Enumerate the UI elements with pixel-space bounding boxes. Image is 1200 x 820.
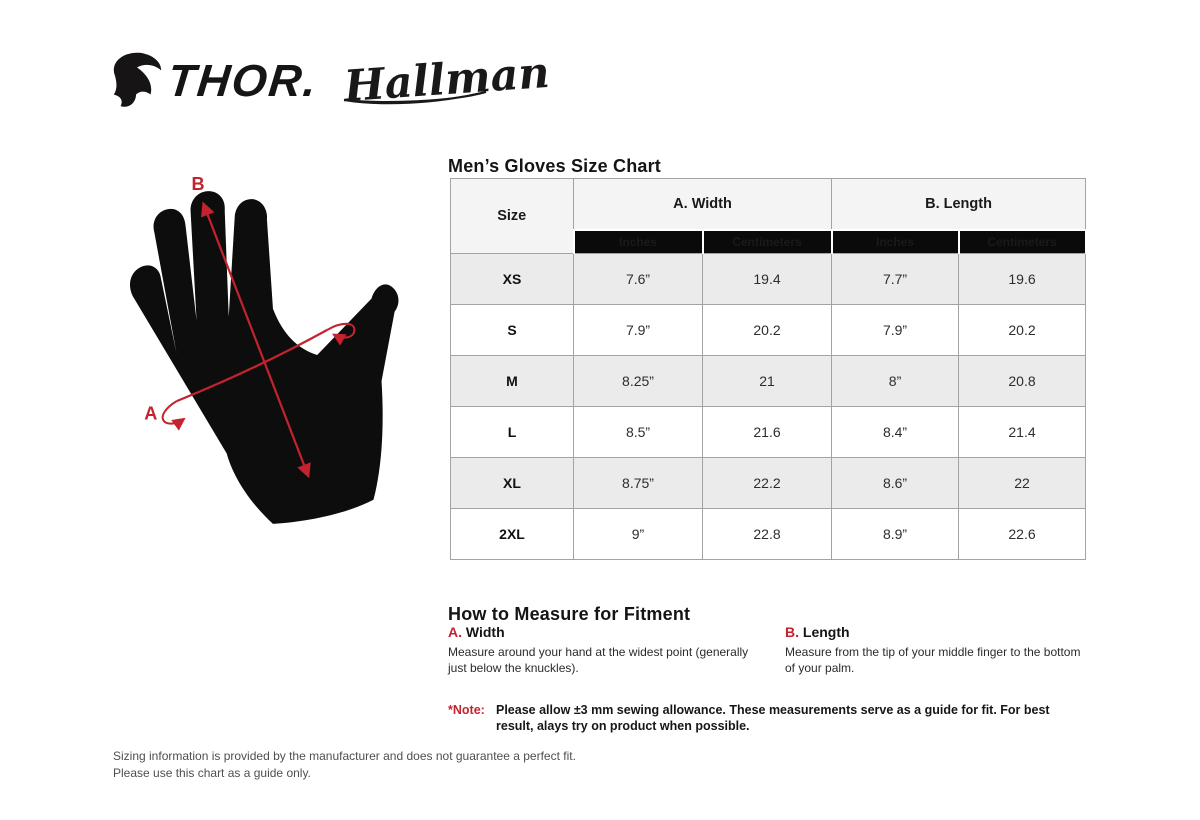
measure-instructions-length: B. Length Measure from the tip of your m… bbox=[785, 624, 1085, 676]
measure-width-description: Measure around your hand at the widest p… bbox=[448, 645, 749, 675]
table-row-s: S 7.9” 20.2 7.9” 20.2 bbox=[450, 304, 1087, 356]
hand-silhouette bbox=[130, 191, 399, 524]
note-label: *Note: bbox=[448, 703, 485, 717]
length-centimeters-value: 19.6 bbox=[958, 253, 1087, 305]
col-header-length-group: B. Length bbox=[831, 178, 1087, 231]
length-inches-value: 7.7” bbox=[831, 253, 960, 305]
measure-line-b bbox=[201, 201, 311, 479]
measure-length-title: Length bbox=[799, 624, 850, 640]
length-centimeters-value: 22.6 bbox=[958, 508, 1087, 560]
length-centimeters-value: 21.4 bbox=[958, 406, 1087, 458]
size-chart-title: Men’s Gloves Size Chart bbox=[448, 155, 661, 176]
col-header-length-inches: Inches bbox=[830, 229, 960, 254]
glove-measurement-diagram: B A bbox=[130, 174, 399, 524]
length-centimeters-value: 22 bbox=[958, 457, 1087, 509]
measure-length-prefix: B. bbox=[785, 624, 799, 640]
footer-disclaimer-line1: Sizing information is provided by the ma… bbox=[113, 749, 576, 763]
measure-instructions-width: A. Width Measure around your hand at the… bbox=[448, 624, 760, 676]
table-row-l: L 8.5” 21.6 8.4” 21.4 bbox=[450, 406, 1087, 458]
size-label: 2XL bbox=[450, 508, 574, 560]
measure-line-a bbox=[176, 328, 328, 403]
length-centimeters-value: 20.2 bbox=[958, 304, 1087, 356]
width-inches-value: 8.5” bbox=[573, 406, 703, 458]
measure-width-heading: A. Width bbox=[448, 624, 760, 640]
length-inches-value: 8.9” bbox=[831, 508, 960, 560]
width-inches-value: 8.75” bbox=[573, 457, 703, 509]
footer-disclaimer-line2: Please use this chart as a guide only. bbox=[113, 766, 311, 780]
size-chart-table: Size A. Width B. Length Inches Centimete… bbox=[450, 178, 1087, 560]
col-header-width-group: A. Width bbox=[572, 178, 833, 231]
label-b: B bbox=[192, 174, 205, 194]
width-inches-value: 7.6” bbox=[573, 253, 703, 305]
label-a: A bbox=[144, 403, 157, 423]
hallman-logo: Hallman bbox=[342, 47, 551, 111]
width-centimeters-value: 22.2 bbox=[701, 457, 833, 509]
width-centimeters-value: 22.8 bbox=[701, 508, 833, 560]
measure-width-prefix: A. bbox=[448, 624, 462, 640]
brand-logos: THOR. Hallman bbox=[108, 46, 551, 114]
thor-wordmark: THOR. bbox=[165, 54, 321, 106]
measure-line-a-hook-left bbox=[161, 400, 186, 431]
col-header-width-centimeters: Centimeters bbox=[701, 229, 833, 254]
col-header-length-centimeters: Centimeters bbox=[957, 229, 1087, 254]
how-to-measure-title: How to Measure for Fitment bbox=[448, 603, 691, 624]
length-inches-value: 8.6” bbox=[831, 457, 960, 509]
table-row-2xl: 2XL 9” 22.8 8.9” 22.6 bbox=[450, 508, 1087, 560]
length-inches-value: 8.4” bbox=[831, 406, 960, 458]
length-inches-value: 7.9” bbox=[831, 304, 960, 356]
size-label: XS bbox=[450, 253, 574, 305]
width-centimeters-value: 21.6 bbox=[701, 406, 833, 458]
measure-length-heading: B. Length bbox=[785, 624, 1085, 640]
sizing-note: *Note: Please allow ±3 mm sewing allowan… bbox=[448, 702, 1088, 734]
size-label: M bbox=[450, 355, 574, 407]
measure-length-description: Measure from the tip of your middle fing… bbox=[785, 645, 1081, 675]
size-label: XL bbox=[450, 457, 574, 509]
table-row-xl: XL 8.75” 22.2 8.6” 22 bbox=[450, 457, 1087, 509]
length-inches-value: 8” bbox=[831, 355, 960, 407]
table-row-m: M 8.25” 21 8” 20.8 bbox=[450, 355, 1087, 407]
width-inches-value: 7.9” bbox=[573, 304, 703, 356]
width-inches-value: 8.25” bbox=[573, 355, 703, 407]
thor-goat-icon bbox=[113, 52, 162, 107]
hallman-underline-swash bbox=[343, 90, 487, 104]
width-centimeters-value: 20.2 bbox=[701, 304, 833, 356]
size-label: L bbox=[450, 406, 574, 458]
width-centimeters-value: 19.4 bbox=[701, 253, 833, 305]
measure-width-title: Width bbox=[462, 624, 505, 640]
length-centimeters-value: 20.8 bbox=[958, 355, 1087, 407]
footer-disclaimer: Sizing information is provided by the ma… bbox=[113, 748, 576, 782]
measure-line-a-hook-right bbox=[326, 322, 356, 346]
col-header-width-inches: Inches bbox=[572, 229, 704, 254]
note-text: Please allow ±3 mm sewing allowance. The… bbox=[496, 703, 1050, 733]
thor-logo: THOR. bbox=[108, 49, 321, 111]
width-inches-value: 9” bbox=[573, 508, 703, 560]
table-row-xs: XS 7.6” 19.4 7.7” 19.6 bbox=[450, 253, 1087, 305]
width-centimeters-value: 21 bbox=[701, 355, 833, 407]
size-label: S bbox=[450, 304, 574, 356]
col-header-size: Size bbox=[450, 178, 574, 254]
